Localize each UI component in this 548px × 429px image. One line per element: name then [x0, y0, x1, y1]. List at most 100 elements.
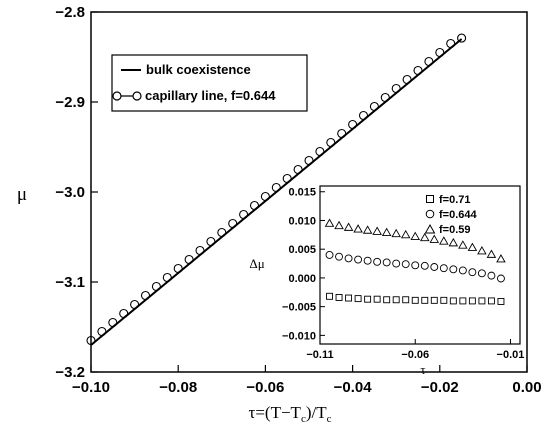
- inset-y-tick-label: −0.005: [282, 302, 316, 314]
- main-x-tick-label: −0.08: [159, 379, 197, 396]
- inset-triangle-point: [334, 220, 344, 230]
- capillary-point: [162, 272, 172, 283]
- inset-square-point: [430, 296, 438, 304]
- capillary-point: [130, 299, 140, 310]
- capillary-point: [315, 146, 325, 157]
- xlabel-main: τ=(T−T: [249, 403, 302, 422]
- legend-label-bulk: bulk coexistence: [146, 62, 251, 77]
- capillary-point: [413, 65, 423, 76]
- capillary-point: [326, 137, 336, 148]
- inset-triangle-point: [372, 226, 382, 235]
- main-data-layer: [86, 33, 467, 346]
- capillary-point: [206, 236, 216, 247]
- inset-y-tick-label: −0.010: [282, 330, 316, 342]
- main-x-axis-label: τ=(T−Tc)/Tc: [249, 403, 332, 425]
- inset-circle-point: [411, 261, 420, 270]
- inset-triangle-point: [496, 254, 506, 263]
- inset-circle-point: [344, 254, 353, 263]
- main-y-tick-label: −2.9: [55, 94, 85, 111]
- inset-triangle-point: [458, 240, 468, 249]
- inset-square-point: [440, 296, 448, 304]
- inset-triangle-point: [362, 225, 373, 234]
- inset-square-point: [459, 297, 467, 305]
- capillary-point: [86, 335, 96, 346]
- main-x-tick-label: −0.02: [421, 379, 459, 396]
- main-y-tick-label: −3.1: [55, 274, 85, 291]
- main-y-axis-label: μ: [17, 184, 27, 205]
- inset-square-point: [354, 295, 362, 303]
- inset-triangle-point: [429, 234, 440, 243]
- main-y-ticks: −2.8 −2.9 −3.0 −3.1 −3.2: [55, 4, 98, 381]
- capillary-point: [140, 290, 151, 301]
- inset-square-point: [487, 297, 495, 305]
- capillary-point: [293, 164, 303, 175]
- capillary-point: [151, 281, 161, 292]
- inset-circle-point: [401, 260, 410, 269]
- inset-legend-label-0644: f=0.644: [439, 209, 477, 221]
- inset-square-point: [373, 295, 381, 303]
- inset-square-point: [383, 296, 391, 304]
- inset-circle-point: [439, 264, 448, 273]
- inset-circle-point: [420, 261, 429, 270]
- inset-square-point: [402, 296, 410, 304]
- inset-x-tick-label: −0.11: [306, 349, 333, 361]
- inset-circle-point: [430, 263, 439, 271]
- inset-plot-frame: [319, 185, 521, 345]
- inset-circle-point: [373, 257, 382, 266]
- capillary-point: [402, 74, 412, 85]
- inset-square-point: [449, 297, 457, 305]
- inset-triangle-point: [439, 236, 449, 245]
- inset-triangle-point: [467, 242, 478, 251]
- inset-y-tick-label: 0.005: [288, 244, 316, 256]
- inset-legend-triangle-marker: [424, 223, 436, 234]
- main-x-tick-label: −0.10: [72, 379, 110, 396]
- inset-square-point: [411, 296, 419, 304]
- capillary-point: [260, 191, 270, 202]
- inset-x-tick-label: −0.01: [497, 349, 525, 361]
- capillary-point: [304, 155, 314, 166]
- inset-circle-point: [335, 252, 343, 261]
- inset-legend-label-071: f=0.71: [439, 194, 471, 206]
- inset-square-point: [345, 294, 353, 302]
- inset-triangle-point: [448, 237, 459, 247]
- main-y-tick-label: −3.0: [55, 184, 85, 201]
- capillary-point: [337, 128, 347, 139]
- inset-triangle-point: [381, 227, 392, 236]
- capillary-point: [282, 173, 292, 184]
- inset-legend-square-marker: [426, 195, 434, 203]
- main-x-ticks: −0.10 −0.08 −0.06 −0.04 −0.02 0.00: [72, 365, 542, 396]
- inset-y-tick-label: 0.000: [288, 273, 316, 285]
- inset-square-point: [335, 294, 343, 301]
- capillary-point: [228, 218, 238, 229]
- capillary-point: [391, 83, 401, 94]
- capillary-point: [195, 245, 205, 256]
- capillary-point: [446, 38, 456, 49]
- xlabel-mid: )/T: [306, 403, 327, 422]
- capillary-point: [108, 317, 118, 328]
- inset-x-axis-label: τ: [420, 362, 425, 377]
- capillary-point: [380, 92, 390, 103]
- inset-circle-point: [458, 266, 467, 275]
- capillary-point: [217, 227, 227, 238]
- capillary-point: [184, 254, 194, 265]
- inset-y-axis-label: Δμ: [249, 256, 264, 271]
- main-legend: bulk coexistence capillary line, f=0.644: [111, 54, 308, 112]
- inset-square-point: [364, 295, 372, 303]
- inset-square-point: [497, 298, 505, 305]
- inset-triangle-point: [419, 232, 430, 242]
- main-x-tick-label: −0.04: [334, 379, 373, 396]
- inset-y-ticks: 0.015 0.010 0.005 0.000 −0.005 −0.010: [282, 187, 325, 342]
- inset-data-layer: [324, 218, 506, 305]
- inset-y-tick-label: 0.010: [288, 215, 316, 227]
- legend-label-capillary: capillary line, f=0.644: [145, 88, 276, 103]
- legend-circle-marker-2: [132, 91, 142, 101]
- inset-x-tick-label: −0.06: [401, 349, 429, 361]
- inset-triangle-point: [324, 218, 335, 227]
- capillary-point: [249, 200, 260, 211]
- main-x-tick-label: 0.00: [512, 379, 541, 396]
- capillary-point: [97, 326, 107, 337]
- inset-triangle-point: [391, 228, 401, 238]
- inset-circle-point: [325, 250, 334, 259]
- capillary-point: [239, 209, 249, 220]
